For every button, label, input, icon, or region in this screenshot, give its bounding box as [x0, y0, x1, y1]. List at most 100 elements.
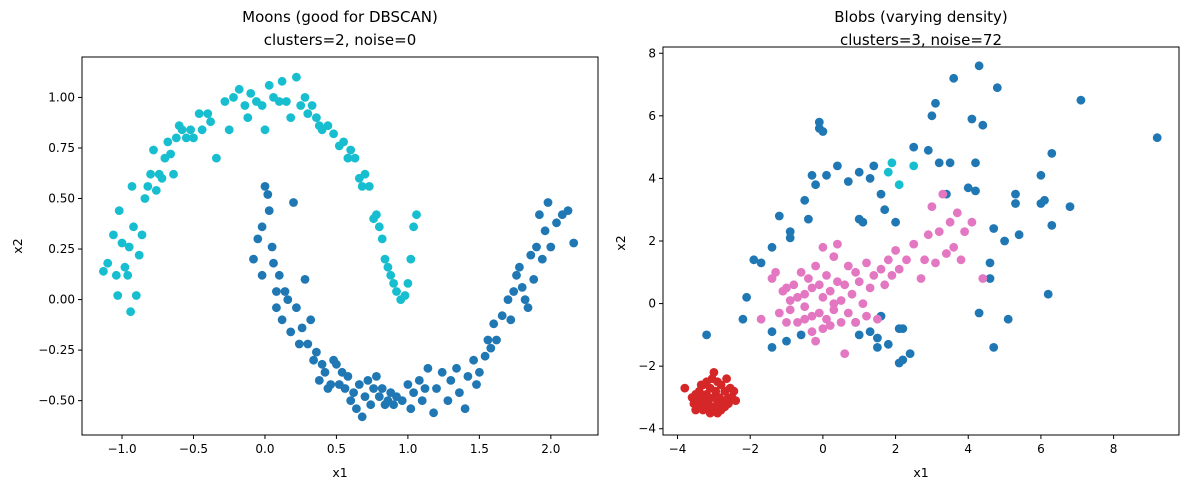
scatter-point-cluster-1 — [829, 305, 839, 315]
scatter-point-cluster-1 — [503, 295, 513, 304]
scatter-point-cluster-0 — [392, 287, 401, 296]
y-axis-ticks: −0.50 −0.25 0.00 0.25 0.50 0.75 1.00 — [38, 90, 82, 408]
scatter-point-cluster-1 — [480, 351, 490, 361]
x-axis-label: x1 — [332, 465, 347, 480]
scatter-point-cluster-1 — [535, 210, 544, 220]
scatter-point-noise — [756, 258, 766, 268]
scatter-point-cluster-1 — [927, 202, 937, 212]
scatter-point-cluster-1 — [800, 314, 810, 324]
scatter-point-cluster-1 — [793, 318, 802, 327]
scatter-point-cluster-1 — [520, 295, 530, 304]
scatter-point-cluster-1 — [294, 339, 304, 349]
scatter-point-cluster-0 — [126, 307, 135, 317]
scatter-point-cluster-1 — [357, 412, 367, 422]
scatter-point-cluster-1 — [343, 372, 353, 381]
scatter-point-noise — [767, 242, 777, 252]
scatter-point-noise — [1040, 195, 1049, 205]
scatter-point-noise — [1011, 189, 1020, 199]
scatter-point-cluster-1 — [277, 315, 287, 325]
scatter-point-cluster-1 — [836, 318, 846, 327]
scatter-point-cluster-0 — [409, 222, 418, 232]
scatter-point-cluster-0 — [166, 149, 176, 159]
scatter-point-noise — [978, 120, 988, 130]
scatter-point-cluster-1 — [414, 376, 424, 385]
scatter-point-cluster-0 — [374, 222, 384, 232]
scatter-point-cluster-1 — [811, 261, 820, 271]
chart-title: Blobs (varying density) — [834, 8, 1008, 26]
scatter-point-cluster-1 — [497, 311, 507, 321]
scatter-point-cluster-1 — [366, 400, 376, 410]
scatter-point-cluster-1 — [320, 367, 330, 377]
scatter-point-cluster-0 — [243, 113, 253, 122]
scatter-point-cluster-0 — [264, 80, 274, 90]
x-tick-label: 1.0 — [398, 442, 417, 456]
scatter-point-cluster-1 — [360, 392, 370, 401]
chart-moons: Moons (good for DBSCAN) clusters=2, nois… — [10, 8, 599, 480]
scatter-point-cluster-0 — [260, 125, 270, 135]
scatter-point-cluster-0 — [323, 121, 333, 131]
scatter-point-cluster-0 — [286, 113, 296, 122]
scatter-point-noise — [1011, 199, 1020, 208]
scatter-point-cluster-0 — [212, 153, 221, 163]
scatter-point-cluster-2 — [883, 167, 893, 177]
scatter-point-cluster-1 — [569, 238, 579, 248]
scatter-point-noise — [927, 111, 937, 121]
x-tick-label: 0.5 — [327, 442, 346, 456]
scatter-point-cluster-1 — [800, 302, 810, 312]
scatter-point-cluster-1 — [945, 217, 955, 227]
scatter-point-cluster-1 — [420, 384, 430, 393]
scatter-point-cluster-1 — [509, 287, 519, 296]
scatter-points — [99, 72, 579, 422]
scatter-point-cluster-1 — [326, 380, 336, 389]
scatter-point-noise — [989, 343, 999, 352]
scatter-point-cluster-1 — [876, 264, 886, 274]
y-axis-ticks: −4 −2 0 2 4 6 8 — [638, 46, 663, 436]
scatter-point-cluster-1 — [880, 280, 890, 290]
scatter-point-cluster-1 — [406, 404, 416, 414]
scatter-point-cluster-0 — [403, 279, 413, 288]
scatter-point-cluster-0 — [99, 266, 108, 276]
scatter-point-cluster-1 — [429, 408, 438, 418]
scatter-point-cluster-1 — [829, 299, 839, 308]
scatter-point-cluster-1 — [851, 267, 860, 277]
scatter-point-cluster-0 — [383, 262, 393, 272]
scatter-point-cluster-1 — [349, 388, 358, 397]
scatter-point-noise — [905, 349, 915, 358]
scatter-point-cluster-0 — [186, 125, 196, 135]
scatter-point-cluster-0 — [206, 117, 216, 127]
scatter-point-cluster-1 — [269, 258, 278, 268]
scatter-point-cluster-0 — [303, 109, 313, 118]
y-tick-label: −4 — [638, 422, 656, 436]
scatter-point-cluster-1 — [540, 226, 550, 236]
scatter-point-cluster-0 — [729, 386, 739, 396]
scatter-point-cluster-0 — [680, 383, 690, 393]
x-tick-label: 6 — [1037, 442, 1045, 456]
scatter-point-cluster-1 — [309, 355, 318, 365]
scatter-point-noise — [880, 205, 890, 215]
scatter-point-cluster-0 — [117, 238, 127, 248]
scatter-point-cluster-2 — [909, 161, 919, 171]
scatter-point-noise — [796, 330, 806, 340]
scatter-point-noise — [945, 158, 955, 168]
scatter-point-cluster-0 — [103, 258, 113, 268]
scatter-point-cluster-0 — [713, 408, 722, 418]
scatter-point-cluster-0 — [257, 101, 267, 110]
scatter-point-cluster-0 — [137, 230, 147, 240]
scatter-point-cluster-1 — [274, 270, 284, 280]
scatter-point-noise — [702, 330, 711, 340]
scatter-point-cluster-1 — [409, 388, 418, 397]
scatter-point-cluster-1 — [389, 400, 398, 410]
scatter-point-cluster-1 — [923, 230, 933, 240]
scatter-point-cluster-0 — [722, 374, 731, 384]
scatter-points — [680, 61, 1162, 418]
scatter-point-noise — [774, 211, 784, 221]
scatter-point-cluster-1 — [472, 380, 481, 389]
scatter-point-cluster-0 — [702, 377, 711, 387]
scatter-point-cluster-1 — [960, 227, 969, 237]
y-tick-label: 0 — [648, 297, 656, 311]
scatter-point-noise — [833, 161, 842, 171]
scatter-point-cluster-0 — [134, 250, 144, 260]
scatter-point-cluster-1 — [546, 242, 556, 252]
scatter-point-noise — [858, 217, 868, 227]
plot-frame — [662, 46, 1180, 436]
